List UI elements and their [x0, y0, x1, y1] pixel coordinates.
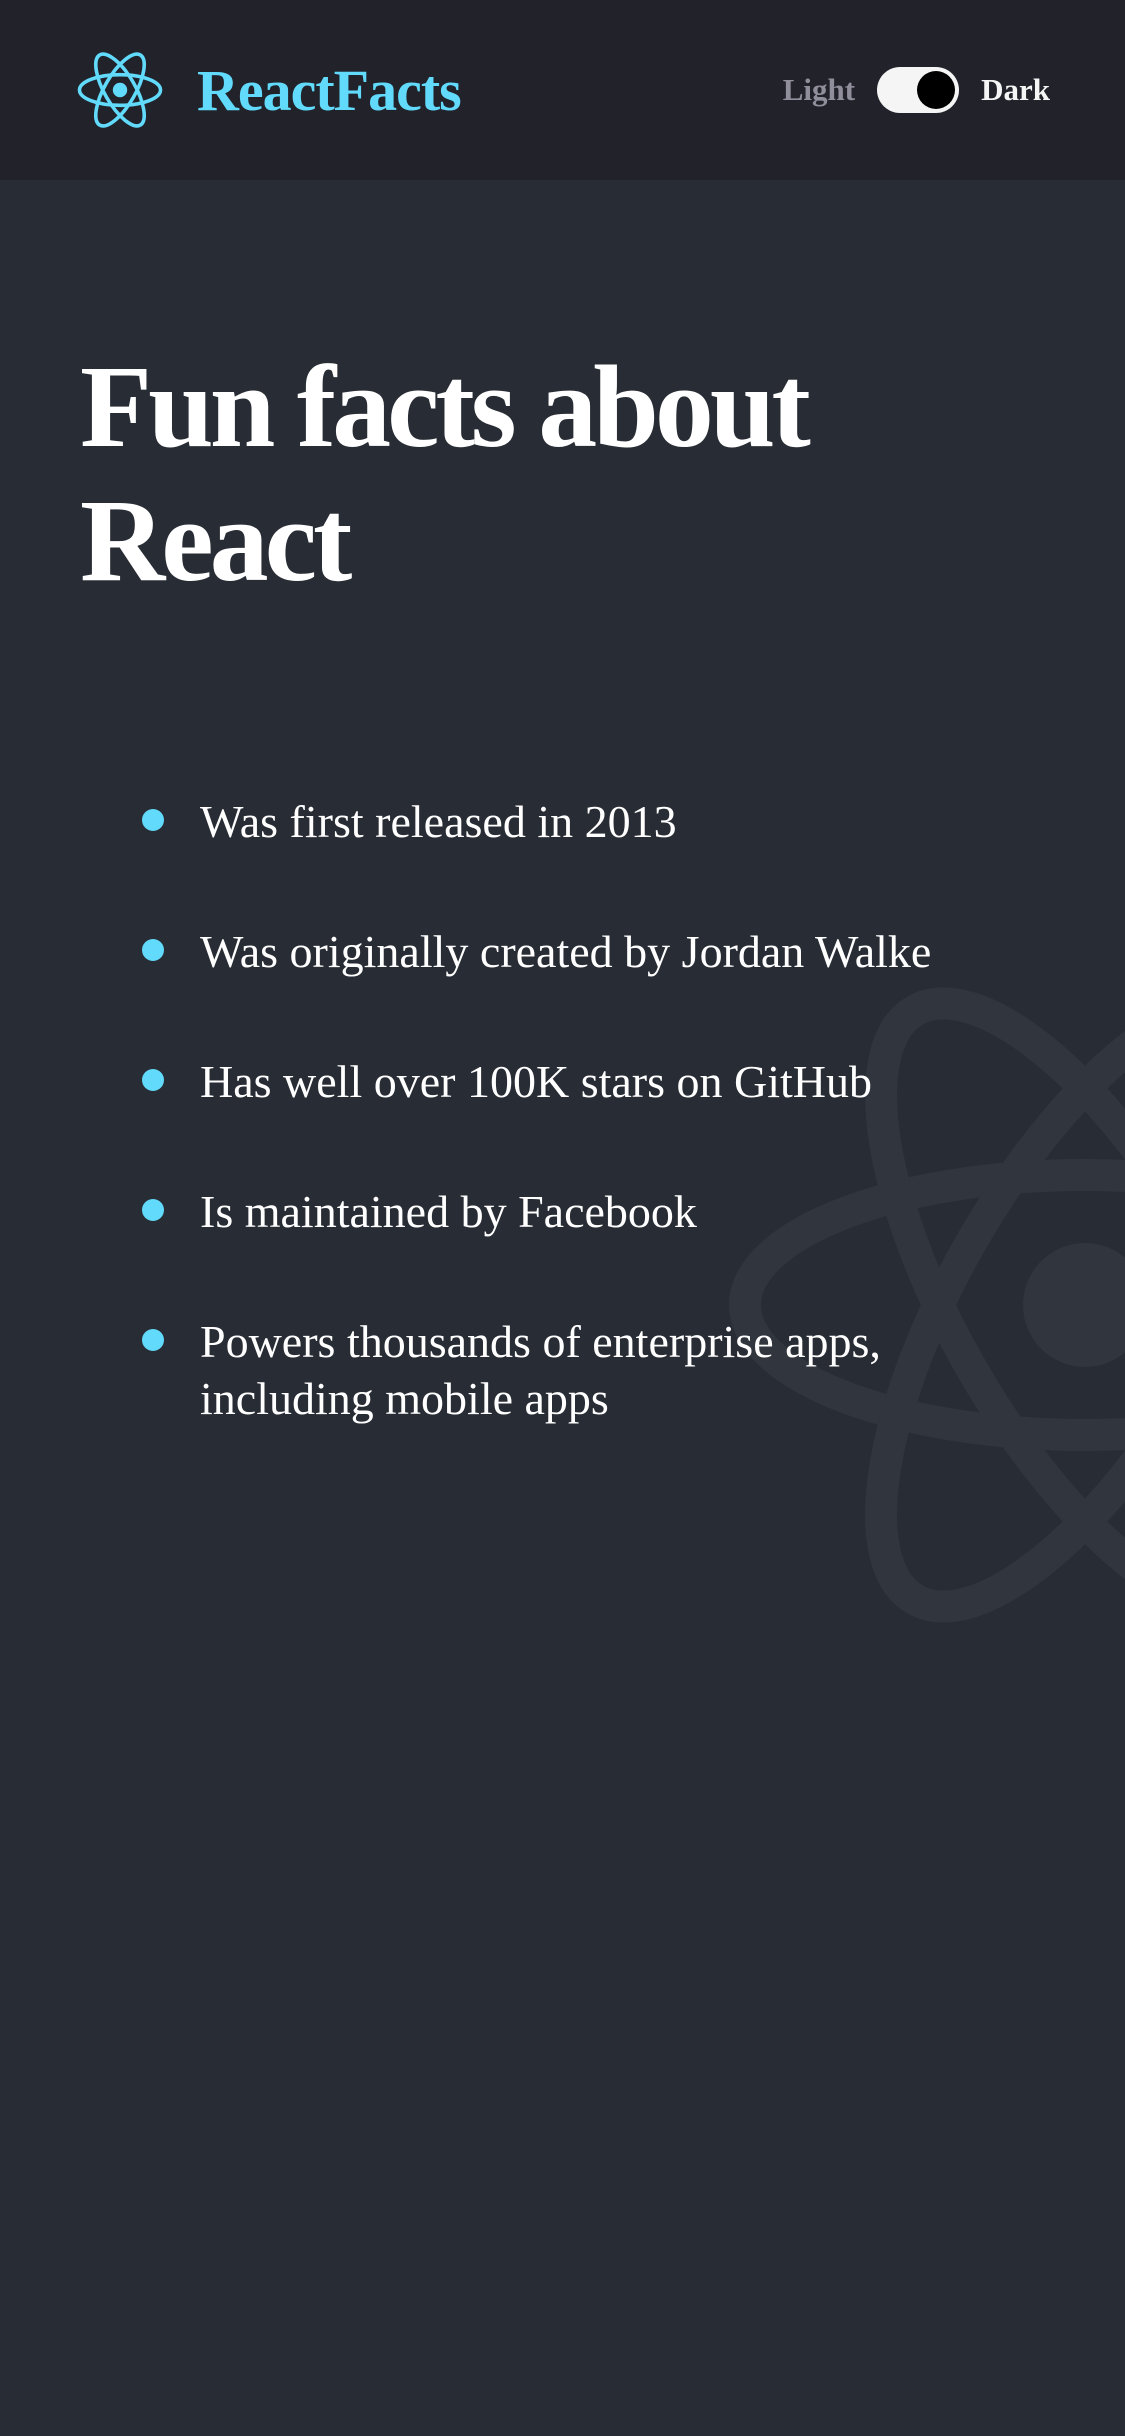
theme-toggle-switch[interactable]: [877, 67, 960, 113]
fact-item: Was first released in 2013: [142, 793, 1040, 850]
fact-item: Is maintained by Facebook: [142, 1183, 1040, 1240]
facts-list: Was first released in 2013 Was originall…: [80, 793, 1040, 1427]
toggle-knob: [917, 71, 956, 109]
theme-toggle-group: Light Dark: [783, 67, 1050, 113]
page-title: Fun facts about React: [80, 341, 811, 606]
main-content: Fun facts about React Was first released…: [80, 340, 1040, 1500]
navbar: ReactFacts Light Dark: [0, 0, 1125, 180]
react-atom-watermark-icon: [729, 987, 1125, 1623]
logo[interactable]: ReactFacts: [75, 49, 462, 131]
brand-name: ReactFacts: [197, 57, 462, 123]
fact-item: Has well over 100K stars on GitHub: [142, 1053, 1040, 1110]
react-atom-icon: [77, 52, 163, 128]
toggle-label-light: Light: [782, 72, 856, 107]
fact-item: Was originally created by Jordan Walke: [142, 923, 1040, 980]
toggle-label-dark: Dark: [981, 72, 1050, 107]
fact-item: Powers thousands of enterprise apps, inc…: [142, 1313, 1040, 1427]
